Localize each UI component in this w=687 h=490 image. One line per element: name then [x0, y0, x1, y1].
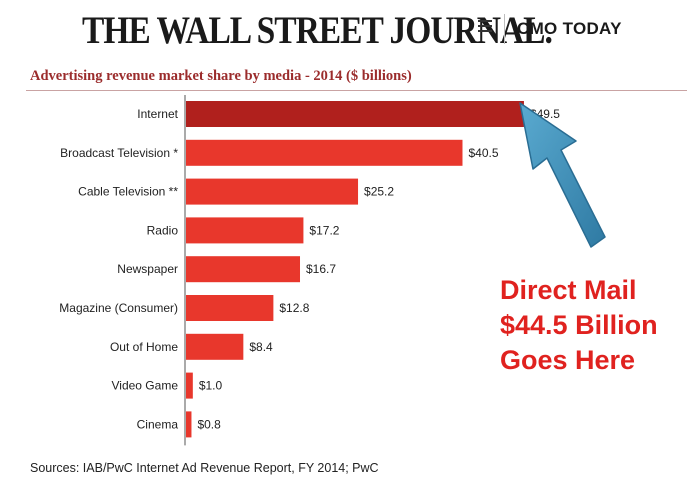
- category-label: Radio: [147, 223, 179, 237]
- value-label: $17.2: [309, 223, 339, 237]
- annotation-line: Goes Here: [500, 345, 636, 375]
- category-label: Broadcast Television *: [60, 146, 178, 160]
- bar-cable-television: [186, 178, 359, 205]
- value-label: $40.5: [468, 146, 498, 160]
- bar-broadcast-television: [186, 139, 463, 166]
- arrow-up-left-icon: [519, 102, 606, 248]
- category-label: Magazine (Consumer): [59, 301, 178, 315]
- category-label: Video Game: [112, 379, 179, 393]
- bar-internet: [186, 101, 524, 127]
- hamburger-menu-icon[interactable]: [478, 20, 492, 34]
- masthead: THE WALL STREET JOURNAL. CMO TODAY: [0, 0, 687, 62]
- category-label: Cinema: [137, 417, 179, 431]
- direct-mail-annotation: Direct Mail $44.5 Billion Goes Here: [500, 273, 685, 378]
- value-label: $16.7: [306, 262, 336, 276]
- value-label: $25.2: [364, 185, 394, 199]
- bar-video-game: [186, 372, 193, 399]
- bar-radio: [186, 217, 304, 244]
- value-label: $0.8: [197, 417, 221, 431]
- publication-logo[interactable]: THE WALL STREET JOURNAL.: [82, 9, 553, 52]
- category-label: Cable Television **: [78, 185, 178, 199]
- bar-newspaper: [186, 256, 301, 283]
- category-label: Newspaper: [117, 262, 178, 276]
- section-name[interactable]: CMO TODAY: [517, 19, 622, 38]
- source-note: Sources: IAB/PwC Internet Ad Revenue Rep…: [30, 461, 379, 475]
- bar-cinema: [186, 411, 192, 438]
- value-label: $8.4: [249, 340, 273, 354]
- title-divider: [26, 90, 687, 91]
- category-label: Out of Home: [110, 340, 178, 354]
- category-label: Internet: [137, 107, 178, 121]
- masthead-divider: [504, 14, 505, 44]
- annotation-line: Direct Mail: [500, 275, 637, 305]
- bar-out-of-home: [186, 333, 244, 360]
- value-label: $12.8: [279, 301, 309, 315]
- chart-title: Advertising revenue market share by medi…: [30, 68, 412, 84]
- annotation-line: $44.5 Billion: [500, 310, 658, 340]
- bar-magazine-consumer: [186, 295, 274, 321]
- value-label: $1.0: [199, 379, 223, 393]
